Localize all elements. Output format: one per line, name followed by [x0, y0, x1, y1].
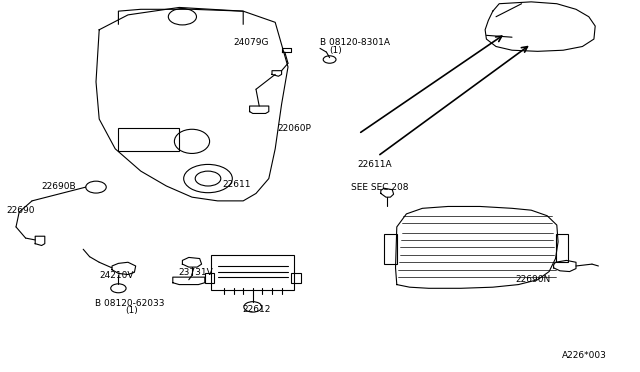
Text: (1): (1) [330, 46, 342, 55]
Text: 24210V: 24210V [99, 271, 134, 280]
Text: 23731V: 23731V [178, 267, 212, 276]
Text: 24079G: 24079G [234, 38, 269, 47]
Text: 22060P: 22060P [277, 124, 311, 133]
Text: 22690: 22690 [6, 206, 35, 215]
Text: A226*003: A226*003 [562, 351, 607, 360]
Text: 22611A: 22611A [357, 160, 392, 169]
Text: B 08120-8301A: B 08120-8301A [320, 38, 390, 47]
Text: 22612: 22612 [242, 305, 270, 314]
Text: 22690B: 22690B [42, 182, 76, 191]
Text: SEE SEC.208: SEE SEC.208 [351, 183, 408, 192]
Text: 22690N: 22690N [515, 275, 550, 284]
Text: (1): (1) [125, 306, 138, 315]
Text: 22611: 22611 [223, 180, 252, 189]
Text: B 08120-62033: B 08120-62033 [95, 299, 164, 308]
